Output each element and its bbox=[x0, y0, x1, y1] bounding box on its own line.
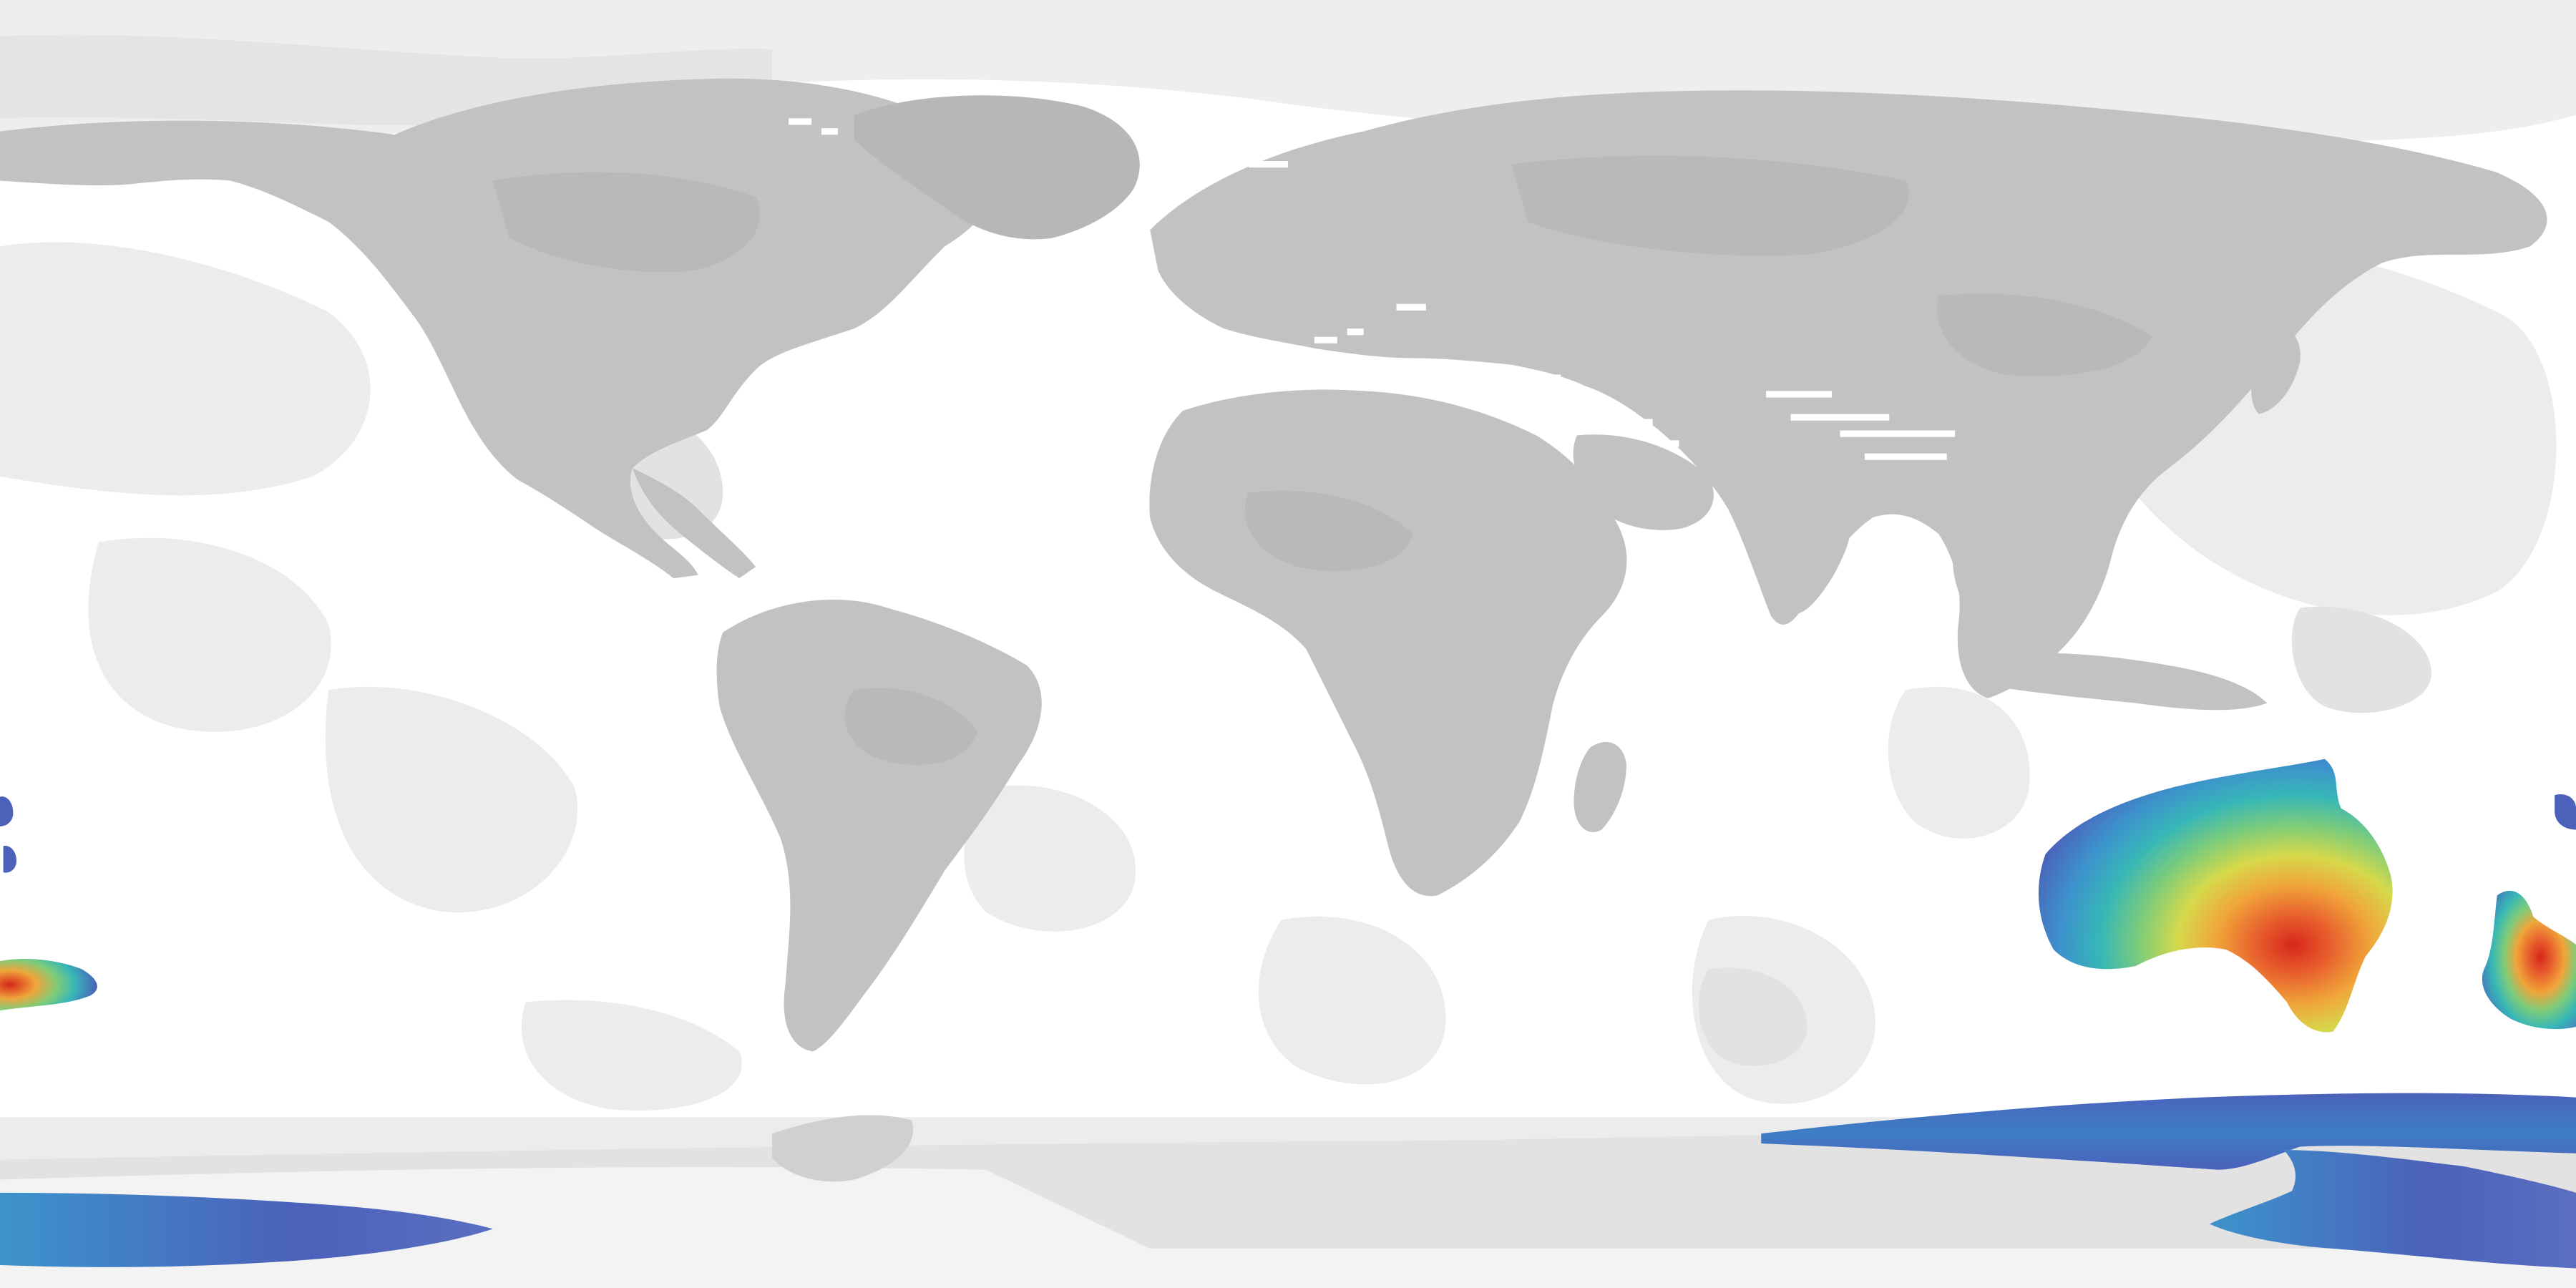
southeast-asia bbox=[1953, 535, 2060, 655]
new-zealand-heat bbox=[2482, 794, 2576, 1030]
land-shading bbox=[492, 155, 2152, 766]
arabia bbox=[1573, 434, 1714, 530]
australia-heat bbox=[2038, 758, 2393, 1033]
british-isles bbox=[1191, 243, 1233, 298]
india bbox=[1737, 457, 1853, 615]
land-speckles bbox=[789, 118, 1956, 460]
madagascar bbox=[1574, 741, 1626, 832]
eurasia bbox=[1150, 90, 2547, 698]
indonesia bbox=[1971, 653, 2268, 711]
antarctic-peninsula bbox=[772, 1115, 914, 1182]
antarctic-heat bbox=[0, 1093, 2576, 1269]
south-america bbox=[716, 600, 1042, 1052]
central-america bbox=[632, 468, 756, 579]
left-edge-heat bbox=[0, 796, 97, 1010]
japan bbox=[2251, 326, 2301, 414]
ocean-patches bbox=[0, 233, 2557, 1111]
greenland bbox=[854, 95, 1140, 240]
